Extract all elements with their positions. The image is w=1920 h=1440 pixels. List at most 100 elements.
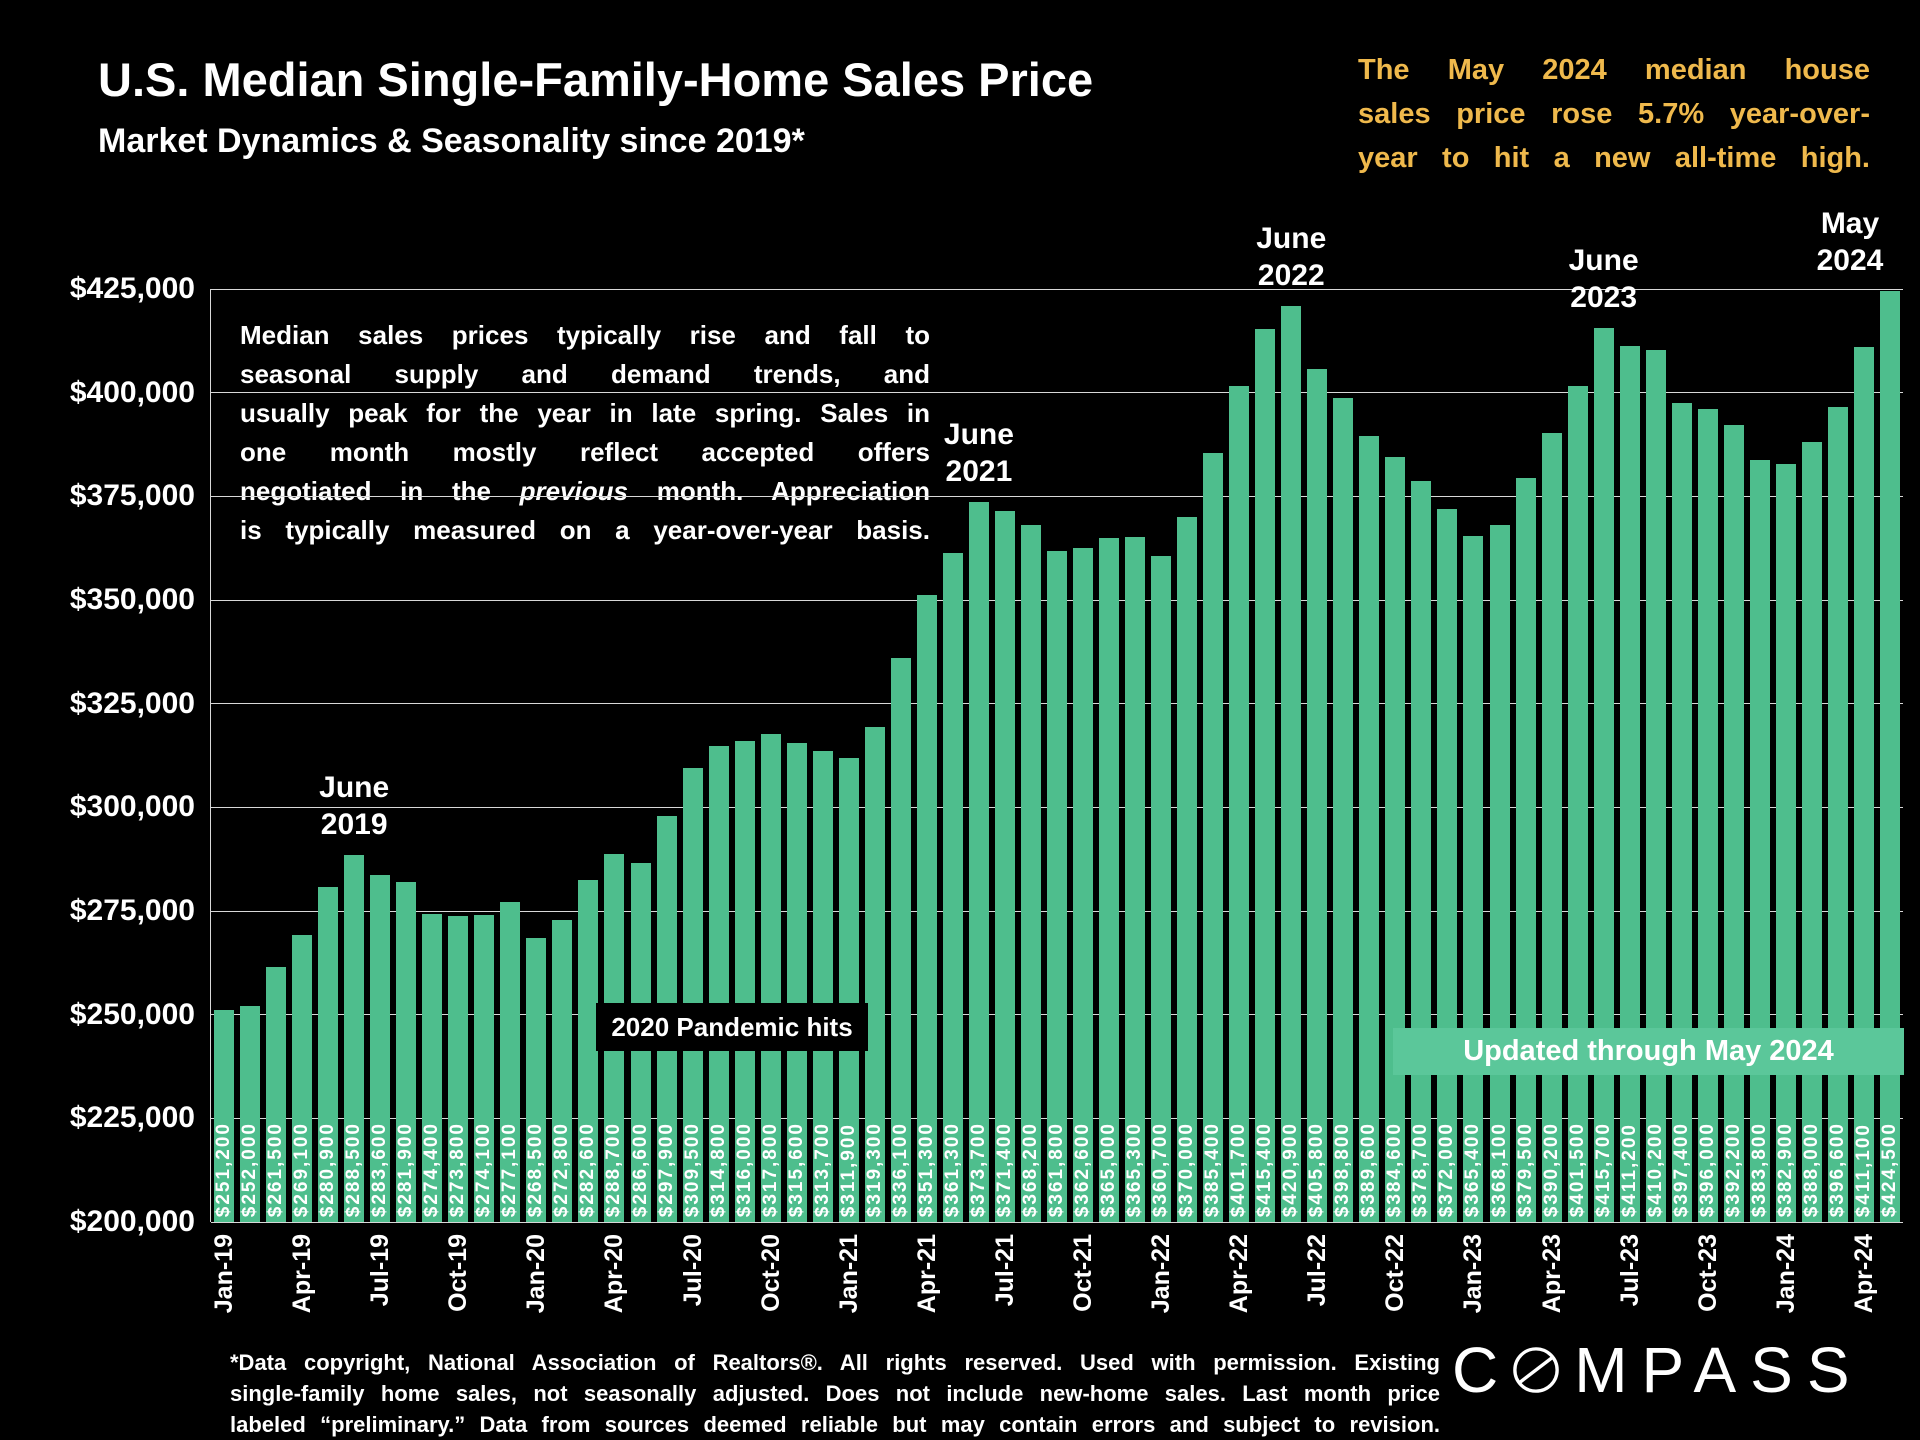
bar-value-label: $415,400	[1254, 1121, 1276, 1217]
bar-Feb-20: $272,800	[551, 920, 573, 1222]
x-axis-label: Jan-21	[834, 1234, 863, 1314]
bar-value-label: $280,900	[317, 1121, 339, 1217]
compass-logo: C MPASS	[1452, 1338, 1864, 1402]
bar-value-label: $373,700	[967, 1121, 989, 1217]
bar-Jul-22: $405,800	[1306, 368, 1328, 1222]
y-axis-label: $225,000	[69, 1101, 195, 1135]
bar-Apr-21: $351,300	[916, 594, 937, 1222]
seasonality-note: Median sales prices typically rise and f…	[240, 316, 930, 550]
bar-value-label: $384,600	[1384, 1121, 1406, 1217]
bar-value-label: $411,100	[1852, 1122, 1874, 1217]
bar-value-label: $365,000	[1098, 1121, 1120, 1217]
bar-value-label: $316,000	[733, 1121, 755, 1217]
bar-value-label: $390,200	[1540, 1121, 1562, 1217]
bar-Nov-20: $315,600	[786, 742, 807, 1222]
bar-Aug-22: $398,800	[1332, 397, 1354, 1222]
x-axis-label: Jul-20	[678, 1234, 707, 1307]
bar-Mar-24: $396,600	[1827, 406, 1848, 1222]
x-axis-label: Jul-19	[366, 1234, 395, 1307]
bar-value-label: $360,700	[1150, 1121, 1172, 1217]
bar-Jun-21: $373,700	[967, 501, 989, 1222]
bar-value-label: $251,200	[213, 1121, 234, 1217]
bar-Apr-24: $411,100	[1852, 346, 1874, 1222]
x-axis-label: Jul-21	[990, 1234, 1019, 1307]
bar-Dec-21: $365,300	[1124, 536, 1146, 1222]
bar-value-label: $286,600	[629, 1121, 651, 1217]
bar-Feb-24: $388,000	[1800, 442, 1822, 1222]
bar-Jun-19: $288,500	[343, 855, 365, 1222]
bar-value-label: $261,500	[265, 1121, 287, 1217]
bar-Mar-22: $385,400	[1202, 453, 1224, 1222]
bar-value-label: $274,100	[473, 1121, 495, 1217]
pandemic-note: 2020 Pandemic hits	[596, 1003, 868, 1051]
bar-Oct-21: $362,600	[1072, 547, 1094, 1222]
bar-value-label: $396,000	[1696, 1121, 1718, 1217]
bar-Nov-19: $274,100	[473, 914, 495, 1222]
bar-value-label: $336,100	[889, 1121, 911, 1217]
updated-banner: Updated through May 2024	[1393, 1028, 1904, 1075]
bar-value-label: $388,000	[1800, 1121, 1822, 1217]
bar-value-label: $382,900	[1774, 1121, 1796, 1217]
bar-Mar-21: $336,100	[889, 657, 911, 1222]
x-axis-label: Apr-24	[1849, 1234, 1878, 1314]
x-axis-label: Apr-19	[288, 1234, 317, 1314]
bar-value-label: $297,900	[655, 1121, 677, 1217]
chart-plot: $251,200 $252,000 $261,500 $269,100 $280,900…	[210, 288, 1903, 1313]
x-axis-label: Jan-24	[1771, 1234, 1800, 1314]
page-title: U.S. Median Single-Family-Home Sales Pri…	[98, 53, 1094, 106]
bar-Oct-20: $317,800	[760, 733, 781, 1222]
gridline	[211, 495, 1903, 497]
x-axis-label: Oct-23	[1693, 1234, 1722, 1312]
bar-May-19: $280,900	[317, 886, 339, 1222]
x-axis-label: Apr-21	[912, 1234, 941, 1314]
compass-o-icon	[1513, 1347, 1560, 1393]
bar-Jan-21: $311,900	[838, 758, 859, 1222]
bar-value-label: $268,500	[525, 1121, 547, 1217]
compass-logo-rest: MPASS	[1574, 1334, 1864, 1406]
bar-Feb-19: $252,000	[239, 1006, 261, 1222]
bar-value-label: $424,500	[1878, 1121, 1900, 1217]
bar-Aug-21: $368,200	[1020, 524, 1041, 1222]
bar-value-label: $365,400	[1462, 1121, 1484, 1217]
bar-value-label: $269,100	[291, 1121, 313, 1217]
bar-Feb-23: $368,100	[1488, 524, 1510, 1222]
bar-Dec-22: $372,000	[1436, 508, 1458, 1222]
x-axis-label: Oct-21	[1069, 1234, 1098, 1312]
x-axis-label: Jan-19	[210, 1234, 238, 1314]
bar-Oct-19: $273,800	[447, 915, 469, 1222]
bar-value-label: $361,300	[941, 1121, 963, 1217]
bar-value-label: $405,800	[1306, 1121, 1328, 1217]
bar-Aug-20: $314,800	[707, 745, 729, 1222]
bar-value-label: $282,600	[577, 1121, 599, 1217]
x-axis-label: Jan-23	[1459, 1234, 1488, 1314]
bar-Nov-23: $392,200	[1723, 425, 1744, 1222]
compass-logo-c: C	[1452, 1334, 1513, 1406]
bar-Jan-24: $382,900	[1774, 463, 1796, 1222]
bar-value-label: $385,400	[1202, 1121, 1224, 1217]
bar-Dec-20: $313,700	[812, 750, 833, 1222]
bar-value-label: $401,500	[1566, 1121, 1588, 1217]
bar-Apr-19: $269,100	[291, 935, 313, 1222]
bar-value-label: $368,100	[1488, 1121, 1510, 1217]
bar-Sep-23: $397,400	[1670, 403, 1692, 1222]
bar-value-label: $283,600	[369, 1121, 391, 1217]
bar-Feb-21: $319,300	[864, 727, 885, 1222]
bar-value-label: $277,100	[499, 1121, 521, 1217]
bar-value-label: $309,500	[681, 1121, 703, 1217]
page-subtitle: Market Dynamics & Seasonality since 2019…	[98, 122, 805, 160]
bar-value-label: $314,800	[707, 1121, 729, 1217]
x-axis-label: Apr-20	[600, 1234, 629, 1314]
bar-Jul-19: $283,600	[369, 875, 391, 1222]
bar-value-label: $410,200	[1644, 1121, 1666, 1217]
bar-Feb-22: $370,000	[1176, 517, 1198, 1222]
bar-value-label: $397,400	[1670, 1121, 1692, 1217]
bar-Sep-21: $361,800	[1046, 551, 1067, 1222]
bar-value-label: $383,800	[1748, 1121, 1770, 1217]
y-axis-line	[210, 289, 211, 1222]
y-axis-label: $325,000	[69, 686, 195, 720]
y-axis-label: $350,000	[69, 583, 195, 616]
bar-Dec-23: $383,800	[1748, 459, 1770, 1222]
y-axis-label: $400,000	[69, 375, 195, 409]
y-axis-label: $250,000	[69, 997, 195, 1031]
